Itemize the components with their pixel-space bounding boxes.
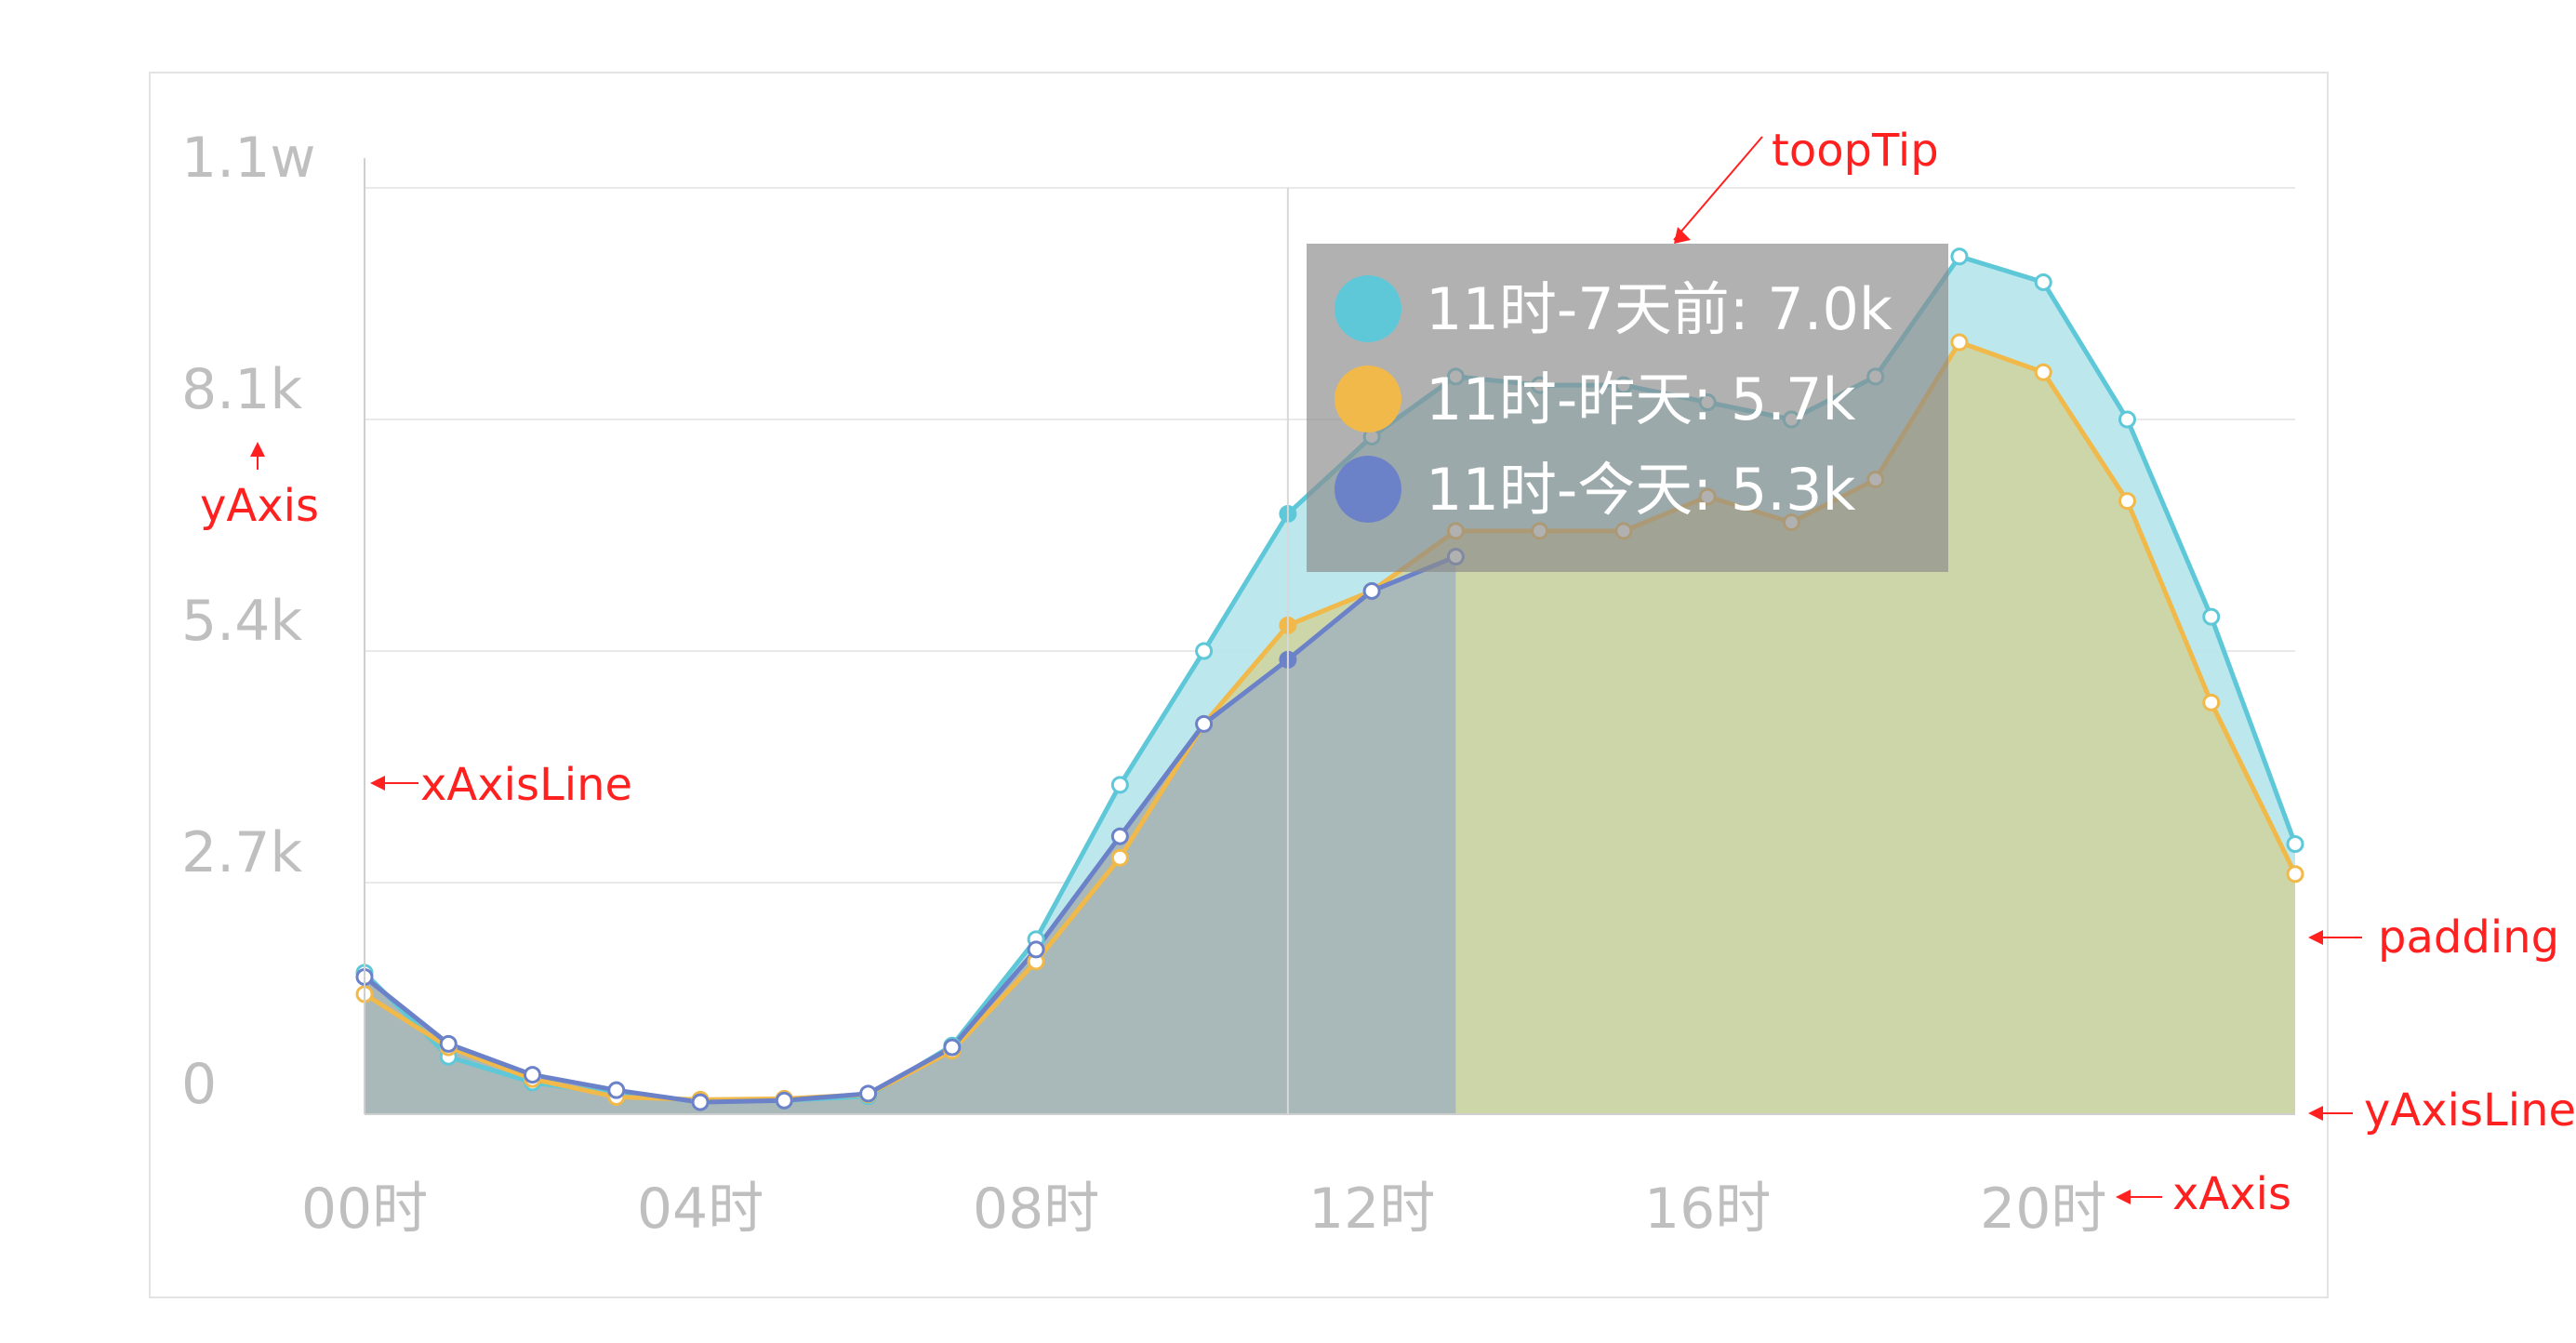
x-tick-label: 00时 [301, 1177, 428, 1242]
data-point [1195, 642, 1214, 660]
y-tick-label: 5.4k [181, 589, 302, 654]
annotation-arrowhead [2308, 930, 2323, 945]
data-point [607, 1081, 626, 1099]
data-point [2286, 835, 2304, 853]
annotations: toopTip yAxis xAxisLine padding yAxisLine xAx… [200, 125, 2576, 1220]
annotation-label: yAxis [200, 480, 319, 532]
data-point [2202, 607, 2221, 626]
x-tick-label: 12时 [1308, 1177, 1435, 1242]
data-point [524, 1066, 542, 1084]
axes: 0 2.7k 5.4k 8.1k 1.1w 00时 04时 08时 12时 16时 20时 [181, 126, 2295, 1242]
annotation-arrowhead [1674, 227, 1691, 244]
annotation-label: xAxis [2172, 1168, 2291, 1220]
data-point [2118, 410, 2136, 429]
data-point [2034, 363, 2052, 381]
x-tick-label: 20时 [1980, 1177, 2106, 1242]
tooltip-legend-dot [1334, 456, 1401, 523]
annotation-label: yAxisLine [2364, 1084, 2576, 1137]
annotation-arrowhead [2116, 1190, 2131, 1204]
tooltip-box [1307, 244, 1948, 572]
tooltip-legend-dot [1334, 275, 1401, 342]
tooltip-item-label: 11时-今天: 5.3k [1426, 456, 1855, 524]
data-point [439, 1034, 458, 1053]
annotation-label: padding [2378, 911, 2559, 964]
area-3 [365, 556, 1456, 1114]
data-point [1027, 940, 1045, 959]
annotation-arrow [1673, 136, 1763, 241]
data-point [1110, 776, 1129, 794]
x-tick-label: 16时 [1644, 1177, 1771, 1242]
data-point [1195, 714, 1214, 733]
data-point [1950, 333, 1969, 352]
tooltip: 11时-7天前: 7.0k 11时-昨天: 5.7k 11时-今天: 5.3k [1286, 188, 1948, 1114]
data-point [943, 1038, 962, 1057]
y-tick-label: 2.7k [181, 820, 302, 885]
annotation-arrowhead [2308, 1106, 2323, 1121]
data-point [2034, 273, 2052, 291]
data-point [1110, 848, 1129, 867]
tooltip-item-label: 11时-7天前: 7.0k [1426, 275, 1892, 343]
y-tick-label: 1.1w [181, 126, 316, 191]
x-tick-label: 04时 [637, 1177, 764, 1242]
data-point [1950, 247, 1969, 266]
data-point [691, 1093, 710, 1111]
annotation-label: toopTip [1772, 125, 1939, 177]
data-point [859, 1084, 878, 1103]
annotation-arrowhead [370, 776, 385, 791]
data-point [2118, 492, 2136, 511]
annotation-label: xAxisLine [420, 759, 632, 811]
y-tick-label: 0 [181, 1052, 217, 1117]
data-point [1362, 581, 1381, 600]
tooltip-item-label: 11时-昨天: 5.7k [1426, 366, 1855, 433]
data-point [2202, 693, 2221, 711]
data-point [2286, 865, 2304, 884]
x-tick-label: 08时 [973, 1177, 1099, 1242]
tooltip-legend-dot [1334, 366, 1401, 432]
annotation-arrowhead [250, 442, 265, 457]
y-tick-label: 8.1k [181, 357, 302, 422]
line-series-3 [363, 554, 1457, 1105]
data-point [1110, 827, 1129, 845]
data-point [775, 1091, 793, 1110]
